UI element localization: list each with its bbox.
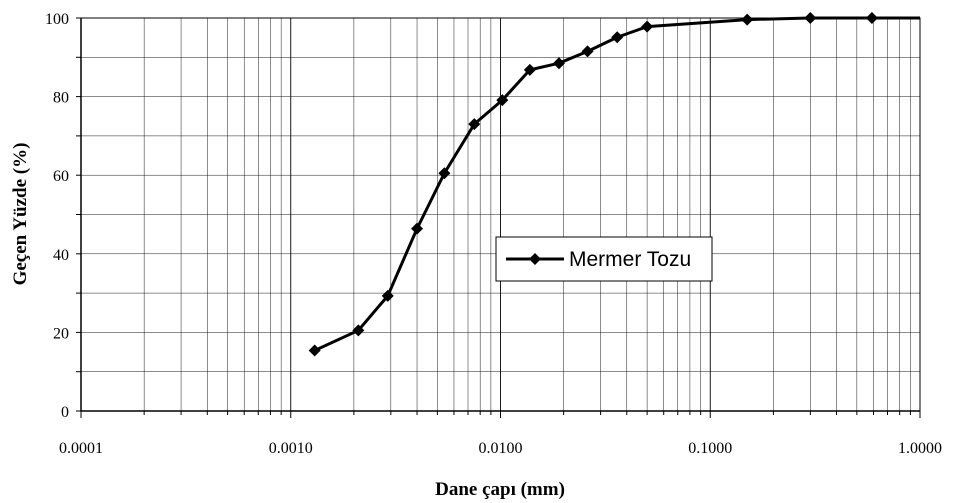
y-tick-label: 40: [53, 247, 69, 264]
legend-series-label: Mermer Tozu: [569, 248, 691, 271]
data-point-marker: [581, 45, 594, 58]
data-point-marker: [641, 20, 654, 33]
data-point-marker: [468, 118, 481, 131]
y-tick-label: 80: [53, 90, 69, 107]
x-tick-labels: 0.0001 0.0010 0.0100 0.1000 1.0000: [59, 440, 942, 457]
data-point-marker: [611, 31, 624, 44]
data-point-marker: [496, 94, 509, 107]
data-point-marker: [741, 13, 754, 26]
y-tick-label: 0: [61, 404, 69, 421]
grid-lines: [81, 18, 920, 411]
y-tick-label: 100: [45, 11, 69, 28]
y-axis-title: Geçen Yüzde (%): [10, 143, 31, 286]
x-tick-label: 0.0010: [269, 440, 313, 457]
data-point-marker: [804, 12, 817, 24]
data-point-marker: [381, 289, 394, 302]
y-tick-label: 60: [53, 168, 69, 185]
data-point-marker: [352, 324, 365, 337]
x-axis-title: Dane çapı (mm): [435, 479, 565, 500]
data-point-marker: [411, 222, 424, 235]
x-tick-label: 0.1000: [688, 440, 732, 457]
data-point-marker: [308, 344, 321, 357]
legend: Mermer Tozu: [495, 236, 713, 282]
data-point-marker: [552, 57, 565, 70]
y-tick-labels: 0 20 40 60 80 100: [45, 11, 69, 421]
x-tick-label: 1.0000: [898, 440, 942, 457]
y-tick-label: 20: [53, 325, 69, 342]
data-series: [308, 12, 920, 357]
legend-diamond-marker: [529, 253, 541, 265]
x-tick-label: 0.0100: [479, 440, 523, 457]
axes: [76, 17, 921, 418]
data-point-marker: [438, 167, 451, 180]
data-point-marker: [865, 12, 878, 24]
x-tick-label: 0.0001: [59, 440, 103, 457]
series-line: [314, 16, 920, 352]
data-point-marker: [523, 63, 536, 76]
